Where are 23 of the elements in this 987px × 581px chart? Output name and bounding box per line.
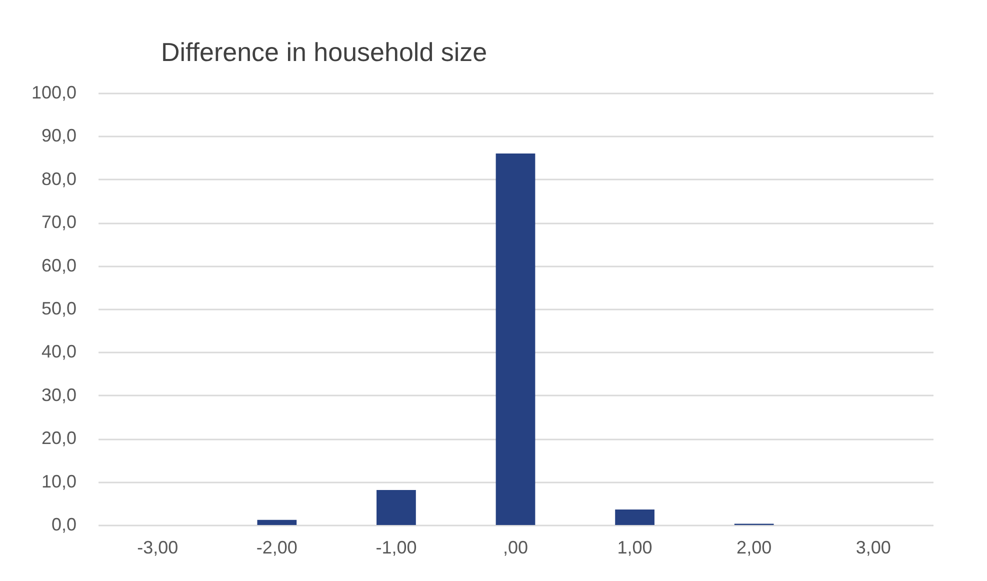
y-tick-label: 60,0 (41, 255, 76, 276)
x-tick-label: 1,00 (617, 538, 652, 558)
bar (257, 520, 297, 525)
bar (496, 153, 536, 525)
bar (376, 490, 416, 525)
y-tick-label: 90,0 (41, 126, 76, 146)
x-tick-label: 3,00 (856, 538, 891, 558)
chart-title: Difference in household size (160, 37, 488, 67)
y-tick-label: 70,0 (41, 212, 76, 232)
y-tick-label: 100,0 (31, 82, 76, 102)
x-tick-label: -2,00 (256, 538, 298, 558)
y-tick-label: 10,0 (41, 471, 76, 492)
x-tick-label: ,00 (502, 538, 528, 558)
y-tick-label: 50,0 (41, 298, 76, 318)
x-tick-label: -3,00 (137, 538, 178, 558)
y-tick-label: 40,0 (41, 342, 76, 362)
y-tick-label: 20,0 (41, 428, 76, 448)
bar (615, 509, 654, 525)
y-tick-label: 0,0 (51, 514, 76, 534)
y-tick-label: 80,0 (41, 168, 76, 189)
x-tick-label: 2,00 (736, 538, 772, 558)
y-tick-label: 30,0 (41, 384, 76, 405)
x-tick-label: -1,00 (376, 538, 417, 558)
